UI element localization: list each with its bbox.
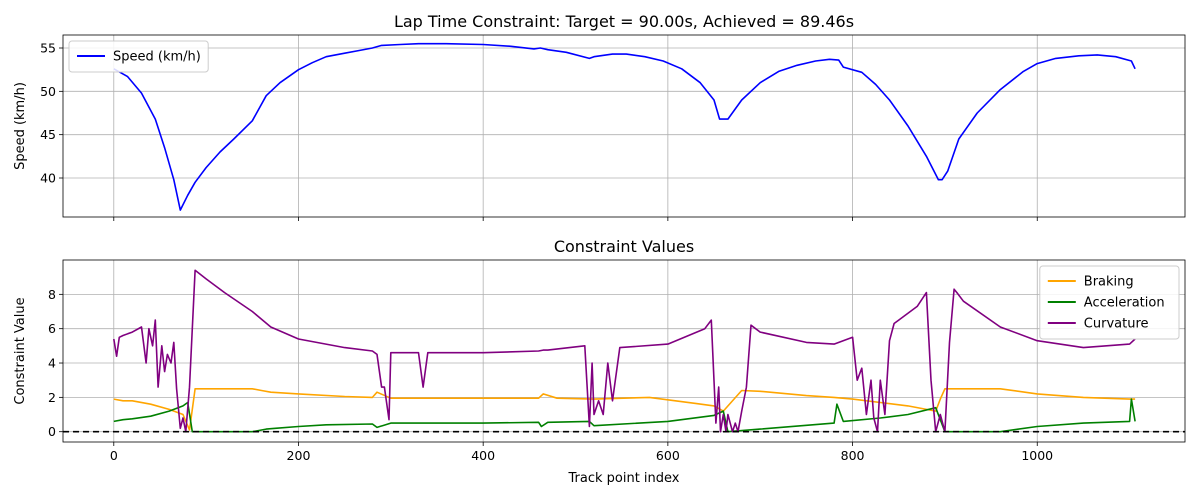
constraint-y-tick-label: 6 bbox=[48, 321, 56, 336]
constraint-x-tick-label: 200 bbox=[287, 448, 311, 463]
speed-y-tick-label: 40 bbox=[40, 171, 56, 186]
series-line-speed-km-h bbox=[113, 42, 1136, 211]
constraint-x-tick-label: 0 bbox=[110, 448, 118, 463]
legend-label-acceleration: Acceleration bbox=[1084, 296, 1165, 311]
constraint-x-axis-label: Track point index bbox=[567, 471, 679, 486]
constraint-panel: 0 200 400 600 800 1000 0 2 4 6 8 Constraint Values… bbox=[13, 237, 1186, 486]
speed-chart-title: Lap Time Constraint: Target = 90.00s, Ac… bbox=[394, 12, 854, 31]
series-line-curvature bbox=[113, 269, 1136, 433]
speed-legend-box bbox=[68, 40, 209, 73]
constraint-x-tick-label: 800 bbox=[841, 448, 865, 463]
constraint-legend-box bbox=[1039, 265, 1180, 340]
constraint-y-tick-label: 8 bbox=[48, 287, 56, 302]
constraint-y-tick-label: 4 bbox=[48, 356, 56, 371]
legend-label-speed-km-h: Speed (km/h) bbox=[113, 50, 201, 65]
speed-panel: 40 45 50 55 Lap Time Constraint: Target = 9… bbox=[13, 12, 1186, 221]
constraint-y-tick-label: 0 bbox=[48, 424, 56, 439]
constraint-chart-title: Constraint Values bbox=[554, 237, 694, 256]
constraint-y-axis-label: Constraint Value bbox=[13, 297, 28, 404]
series-line-acceleration bbox=[113, 398, 1136, 433]
speed-y-tick-label: 45 bbox=[40, 127, 56, 142]
constraint-plot-frame bbox=[62, 259, 1186, 443]
constraint-x-tick-label: 1000 bbox=[1021, 448, 1053, 463]
constraint-legend: Braking Acceleration Curvature bbox=[1039, 265, 1180, 340]
constraint-x-tick-label: 600 bbox=[656, 448, 680, 463]
speed-plot-frame bbox=[62, 34, 1186, 218]
speed-legend: Speed (km/h) bbox=[68, 40, 209, 73]
speed-y-axis-label: Speed (km/h) bbox=[13, 82, 28, 170]
series-line-braking bbox=[113, 387, 1136, 431]
legend-label-curvature: Curvature bbox=[1084, 317, 1149, 332]
constraint-y-tick-label: 2 bbox=[48, 390, 56, 405]
speed-y-tick-label: 50 bbox=[40, 84, 56, 99]
constraint-x-tick-label: 400 bbox=[471, 448, 495, 463]
speed-y-tick-label: 55 bbox=[40, 41, 56, 56]
legend-label-braking: Braking bbox=[1084, 275, 1134, 290]
